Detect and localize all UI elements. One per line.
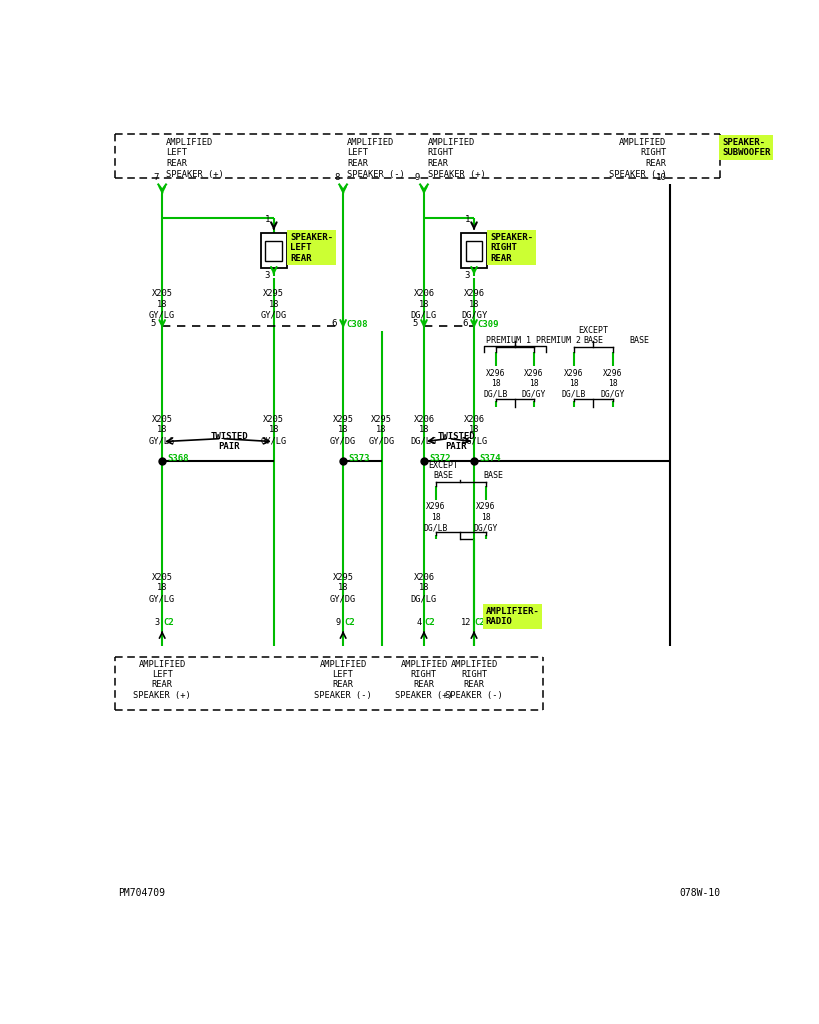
Text: 5: 5 [151, 319, 156, 329]
Text: BASE: BASE [483, 471, 503, 480]
Text: X295
18
GY/DG: X295 18 GY/DG [330, 572, 356, 603]
Text: S374: S374 [479, 454, 501, 463]
Bar [260, 233, 287, 268]
Text: S372: S372 [429, 454, 451, 463]
Text: X295
18
GY/DG: X295 18 GY/DG [330, 415, 356, 445]
Text: X206
18
DG/LG: X206 18 DG/LG [411, 415, 437, 445]
Text: 4: 4 [416, 618, 422, 628]
Text: EXCEPT
BASE: EXCEPT BASE [428, 461, 458, 480]
Text: EXCEPT
BASE: EXCEPT BASE [578, 326, 609, 345]
Text: 1: 1 [265, 215, 270, 224]
Text: 8: 8 [334, 173, 339, 182]
Text: 9: 9 [336, 618, 341, 628]
Bar [465, 241, 482, 261]
Text: X206
18
DG/LG: X206 18 DG/LG [461, 415, 487, 445]
Text: 1: 1 [465, 215, 470, 224]
Text: X205
18
GY/LG: X205 18 GY/LG [149, 572, 175, 603]
Text: X295
18
GY/DG: X295 18 GY/DG [369, 415, 395, 445]
Text: AMPLIFIED
LEFT
REAR
SPEAKER (-): AMPLIFIED LEFT REAR SPEAKER (-) [314, 659, 372, 699]
Text: BASE: BASE [630, 337, 649, 345]
Text: X205
18
GY/LG: X205 18 GY/LG [149, 289, 175, 319]
Text: S373: S373 [349, 454, 370, 463]
Text: 6: 6 [332, 319, 337, 329]
Text: TWISTED
PAIR: TWISTED PAIR [437, 432, 475, 451]
Bar [461, 233, 487, 268]
Text: SPEAKER-
RIGHT
REAR: SPEAKER- RIGHT REAR [491, 232, 533, 262]
Text: 3: 3 [155, 618, 160, 628]
Text: S368: S368 [168, 454, 189, 463]
Text: SPEAKER-
LEFT
REAR: SPEAKER- LEFT REAR [290, 232, 333, 262]
Text: AMPLIFIED
LEFT
REAR
SPEAKER (+): AMPLIFIED LEFT REAR SPEAKER (+) [166, 137, 224, 179]
Text: AMPLIFIED
RIGHT
REAR
SPEAKER (-): AMPLIFIED RIGHT REAR SPEAKER (-) [609, 137, 667, 179]
Text: X296
18
DG/GY: X296 18 DG/GY [461, 289, 487, 319]
Text: X296
18
DG/GY: X296 18 DG/GY [600, 369, 625, 398]
Text: AMPLIFIED
RIGHT
REAR
SPEAKER (+): AMPLIFIED RIGHT REAR SPEAKER (+) [428, 137, 486, 179]
Text: C2: C2 [475, 618, 486, 628]
Text: 5: 5 [413, 319, 418, 329]
Text: X296
18
DG/GY: X296 18 DG/GY [473, 503, 498, 532]
Text: 078W-10: 078W-10 [679, 888, 721, 897]
Text: C2: C2 [344, 618, 355, 628]
Text: X296
18
DG/LB: X296 18 DG/LB [562, 369, 586, 398]
Bar [265, 241, 283, 261]
Text: X296
18
DG/LB: X296 18 DG/LB [423, 503, 448, 532]
Text: 3: 3 [465, 271, 470, 281]
Text: X206
18
DG/LG: X206 18 DG/LG [411, 572, 437, 603]
Text: X206
18
DG/LG: X206 18 DG/LG [411, 289, 437, 319]
Text: C2: C2 [163, 618, 174, 628]
Text: 12: 12 [461, 618, 472, 628]
Text: 3: 3 [265, 271, 270, 281]
Text: X295
18
GY/DG: X295 18 GY/DG [260, 289, 287, 319]
Text: AMPLIFIED
RIGHT
REAR
SPEAKER (-): AMPLIFIED RIGHT REAR SPEAKER (-) [446, 659, 503, 699]
Text: 10: 10 [656, 173, 667, 182]
Text: C308: C308 [346, 321, 368, 329]
Text: C2: C2 [425, 618, 436, 628]
Text: SPEAKER-
SUBWOOFER: SPEAKER- SUBWOOFER [722, 137, 771, 157]
Text: AMPLIFIED
LEFT
REAR
SPEAKER (-): AMPLIFIED LEFT REAR SPEAKER (-) [347, 137, 405, 179]
Text: X296
18
DG/LB: X296 18 DG/LB [483, 369, 508, 398]
Text: X296
18
DG/GY: X296 18 DG/GY [522, 369, 546, 398]
Text: X205
18
GY/LG: X205 18 GY/LG [149, 415, 175, 445]
Text: PM704709: PM704709 [118, 888, 165, 897]
Text: PREMIUM 2: PREMIUM 2 [536, 337, 581, 345]
Text: 7: 7 [153, 173, 158, 182]
Text: 9: 9 [414, 173, 420, 182]
Text: AMPLIFIED
LEFT
REAR
SPEAKER (+): AMPLIFIED LEFT REAR SPEAKER (+) [133, 659, 191, 699]
Text: 6: 6 [463, 319, 468, 329]
Text: TWISTED
PAIR: TWISTED PAIR [210, 432, 248, 451]
Text: X205
18
GY/LG: X205 18 GY/LG [260, 415, 287, 445]
Text: AMPLIFIED
RIGHT
REAR
SPEAKER (+): AMPLIFIED RIGHT REAR SPEAKER (+) [395, 659, 453, 699]
Text: AMPLIFIER-
RADIO: AMPLIFIER- RADIO [486, 607, 540, 627]
Text: PREMIUM 1: PREMIUM 1 [486, 337, 532, 345]
Text: C309: C309 [477, 321, 499, 329]
